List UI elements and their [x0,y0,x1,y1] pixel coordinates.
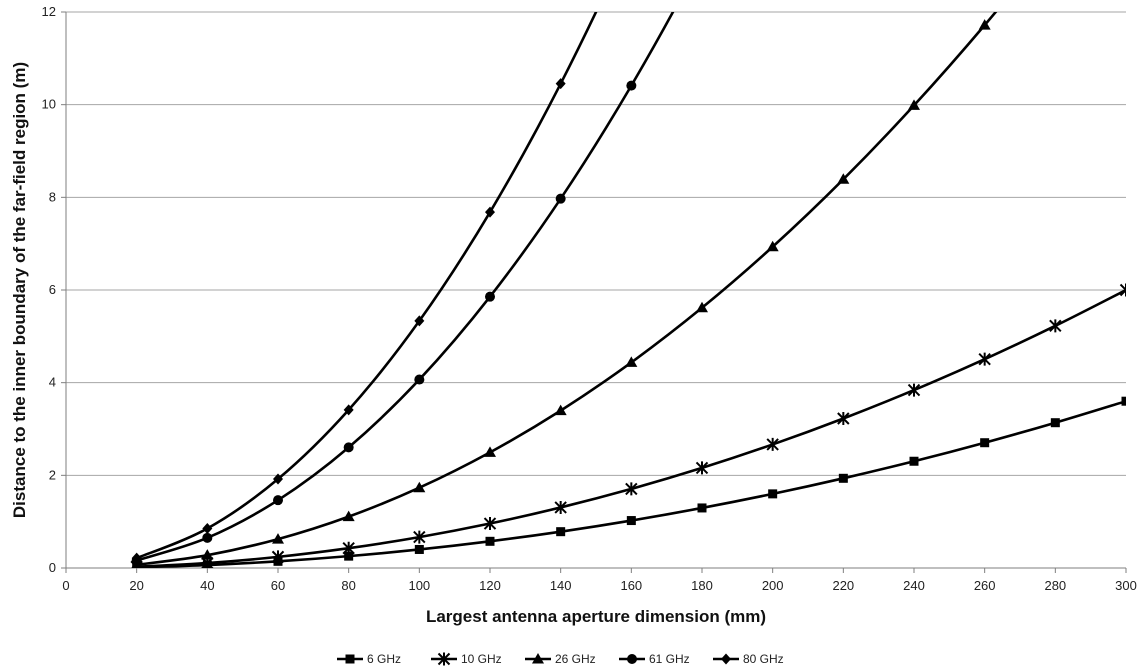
x-tick-label-0: 0 [62,578,69,593]
legend-marker-61-ghz [627,654,637,664]
legend-marker-26-ghz [532,653,544,664]
data-point-6-ghz-300 [1121,396,1126,406]
data-point-26-ghz-80 [342,510,355,522]
x-tick-label-40: 40 [200,578,214,593]
data-point-61-ghz-80 [343,442,354,453]
series-line-26-ghz [135,12,998,567]
x-tick-label-220: 220 [832,578,854,593]
data-point-10-ghz-260 [978,352,991,366]
data-point-6-ghz-120 [485,536,495,546]
x-tick-label-140: 140 [550,578,572,593]
y-tick-label-8: 8 [49,189,56,204]
data-point-26-ghz-220 [837,173,850,184]
data-point-10-ghz-240 [907,383,921,397]
data-point-26-ghz-140 [554,404,567,416]
x-axis-title: Largest antenna aperture dimension (mm) [426,607,766,626]
data-point-26-ghz-160 [625,356,638,367]
data-point-6-ghz-160 [626,516,636,526]
data-point-6-ghz-100 [414,544,424,554]
data-point-10-ghz-80 [342,541,355,555]
x-tick-label-180: 180 [691,578,713,593]
legend-label-26-ghz: 26 GHz [555,652,596,666]
data-point-26-ghz-240 [908,99,920,110]
x-tick-label-120: 120 [479,578,501,593]
data-point-61-ghz-40 [202,532,213,543]
x-tick-label-300: 300 [1115,578,1137,593]
data-point-10-ghz-60 [271,550,285,564]
data-point-6-ghz-280 [1050,418,1060,428]
data-point-61-ghz-100 [414,374,425,385]
data-point-26-ghz-60 [272,533,284,544]
y-tick-label-6: 6 [49,282,56,297]
x-tick-label-200: 200 [762,578,784,593]
y-axis-title: Distance to the inner boundary of the fa… [10,62,29,518]
data-point-10-ghz-200 [766,437,779,451]
series-line-10-ghz [135,288,1126,568]
data-point-80-ghz-100 [414,315,425,327]
legend-label-61-ghz: 61 GHz [649,652,690,666]
data-point-26-ghz-40 [201,549,214,560]
data-point-6-ghz-240 [909,456,919,466]
data-point-80-ghz-120 [485,206,495,218]
legend-label-10-ghz: 10 GHz [461,652,502,666]
y-tick-label-4: 4 [49,375,56,390]
data-point-80-ghz-40 [202,522,213,534]
data-point-26-ghz-200 [766,240,779,252]
x-tick-label-280: 280 [1044,578,1066,593]
data-point-61-ghz-120 [485,291,495,302]
data-point-6-ghz-260 [980,438,990,448]
legend-marker-80-ghz [721,653,731,665]
data-point-26-ghz-180 [696,301,708,313]
data-point-80-ghz-60 [273,473,283,485]
y-tick-label-12: 12 [42,4,56,19]
x-tick-label-160: 160 [620,578,642,593]
gridlines [66,11,1126,476]
legend: 6 GHz 10 GHz 26 GHz 61 GHz 80 GHz [337,652,784,666]
data-point-61-ghz-160 [626,80,637,91]
data-point-6-ghz-80 [344,551,354,561]
data-point-10-ghz-140 [554,500,567,514]
y-tick-label-2: 2 [49,467,56,482]
x-tick-label-100: 100 [408,578,430,593]
data-point-26-ghz-100 [413,481,426,493]
data-point-80-ghz-20 [131,552,142,564]
y-tick-label-0: 0 [49,560,56,575]
x-tick-label-60: 60 [271,578,285,593]
x-tick-label-20: 20 [129,578,143,593]
data-point-10-ghz-180 [695,461,709,475]
data-point-26-ghz-120 [484,446,496,457]
y-tick-label-10: 10 [42,97,56,112]
legend-label-6-ghz: 6 GHz [367,652,401,666]
series-markers [130,19,1126,568]
data-point-61-ghz-140 [555,193,566,204]
data-point-6-ghz-220 [838,473,848,483]
data-point-10-ghz-220 [837,411,850,425]
x-tick-labels: 0 20 40 60 80 100 120 140 160 180 200 220 240 260 280 3… [62,578,1136,593]
x-tick-label-240: 240 [903,578,925,593]
data-point-10-ghz-120 [483,517,497,531]
data-point-6-ghz-200 [768,489,778,499]
data-point-10-ghz-100 [413,530,426,544]
data-point-26-ghz-260 [978,19,991,30]
legend-label-80-ghz: 80 GHz [743,652,784,666]
data-point-61-ghz-60 [273,495,283,506]
data-point-10-ghz-300 [1119,283,1126,297]
x-tick-label-260: 260 [974,578,996,593]
data-point-10-ghz-280 [1049,319,1062,333]
data-point-6-ghz-140 [556,527,566,537]
legend-marker-6-ghz [345,654,355,664]
x-tick-label-80: 80 [341,578,355,593]
data-point-80-ghz-140 [555,78,566,90]
y-tick-labels: 0 2 4 6 8 10 12 [42,4,56,575]
axes [61,11,1127,573]
data-point-6-ghz-180 [697,503,707,513]
data-point-10-ghz-160 [625,482,638,496]
legend-marker-10-ghz [437,652,451,666]
data-point-80-ghz-80 [343,404,354,416]
